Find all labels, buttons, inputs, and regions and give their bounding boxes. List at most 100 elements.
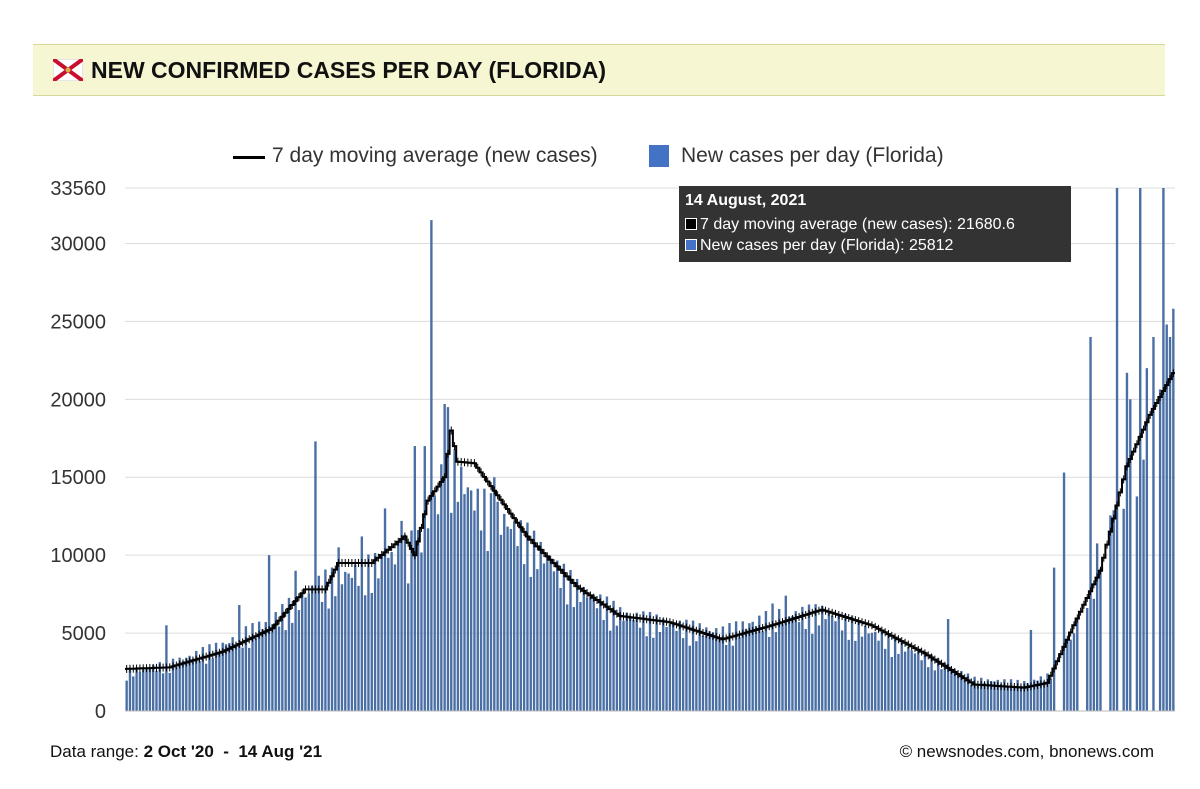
daily-case-bar <box>357 585 360 711</box>
daily-case-bar <box>668 624 672 711</box>
daily-case-bar <box>125 680 128 711</box>
daily-case-bar <box>423 446 426 711</box>
daily-case-bar <box>1086 607 1089 711</box>
daily-case-bar <box>758 615 761 711</box>
daily-case-bar <box>426 528 430 711</box>
daily-case-bar <box>360 536 364 711</box>
daily-case-bar <box>751 621 754 711</box>
daily-case-bar <box>887 633 890 711</box>
daily-case-bar <box>377 578 380 711</box>
daily-case-bar <box>1139 188 1142 711</box>
daily-case-bar <box>542 563 546 711</box>
daily-case-bar <box>257 621 261 711</box>
legend-average-line[interactable] <box>233 156 265 159</box>
daily-case-bar <box>761 631 764 711</box>
daily-case-bar <box>592 594 595 711</box>
legend: 7 day moving average (new cases) New cas… <box>0 142 1200 172</box>
daily-case-bar <box>151 664 155 711</box>
daily-case-bar <box>1003 679 1006 711</box>
daily-case-bar <box>685 619 688 711</box>
daily-case-bar <box>443 403 446 711</box>
daily-case-bar <box>317 575 320 711</box>
daily-case-bar <box>340 584 344 711</box>
daily-case-bar <box>708 631 711 711</box>
daily-case-bar <box>503 513 506 711</box>
daily-case-bar <box>493 477 496 711</box>
daily-case-bar <box>486 551 489 711</box>
tooltip-daily-row: New cases per day (Florida): 25812 <box>685 235 1065 256</box>
tooltip-average-row: 7 day moving average (new cases): 21680.… <box>685 214 1065 235</box>
daily-case-bar <box>671 623 675 711</box>
daily-case-bar <box>178 657 181 711</box>
daily-case-bar <box>407 583 410 711</box>
daily-case-bar <box>244 626 248 711</box>
daily-case-bar <box>678 620 682 711</box>
daily-case-bar <box>562 563 566 711</box>
daily-case-bar <box>734 621 738 711</box>
daily-case-bar <box>549 560 552 711</box>
daily-case-bar <box>940 669 943 711</box>
daily-case-bar <box>191 658 195 711</box>
daily-case-bar <box>390 552 393 711</box>
legend-average-label[interactable]: 7 day moving average (new cases) <box>272 144 598 167</box>
daily-case-bar <box>731 645 734 711</box>
daily-case-bar <box>907 646 910 711</box>
daily-case-bar <box>516 546 519 711</box>
daily-case-bar <box>433 495 436 711</box>
daily-case-bar <box>575 578 579 711</box>
daily-case-bar <box>986 679 990 711</box>
daily-case-bar <box>466 487 470 711</box>
daily-case-bar <box>784 595 787 711</box>
daily-case-bar <box>440 464 443 711</box>
daily-case-bar <box>966 673 970 711</box>
legend-daily-label[interactable]: New cases per day (Florida) <box>681 144 944 167</box>
daily-case-bar <box>231 637 234 711</box>
daily-case-bar <box>900 641 903 711</box>
daily-case-bar <box>837 613 840 711</box>
daily-case-bar <box>857 620 860 711</box>
daily-case-bar <box>1066 640 1069 711</box>
daily-case-bar <box>430 220 433 712</box>
daily-case-bar <box>450 512 453 711</box>
daily-case-bar <box>552 571 556 711</box>
daily-case-bar <box>1099 568 1102 711</box>
daily-case-bar <box>794 611 797 711</box>
daily-case-bar <box>1129 399 1132 711</box>
daily-case-bar <box>880 631 884 711</box>
daily-case-bar <box>807 604 811 711</box>
daily-case-bar <box>142 667 145 711</box>
daily-case-bar <box>363 595 367 711</box>
daily-case-bar <box>724 644 728 711</box>
daily-case-bar <box>622 620 625 711</box>
daily-case-bar <box>1009 679 1013 711</box>
daily-case-bar <box>655 614 658 711</box>
daily-case-bar <box>917 650 920 711</box>
y-tick-label: 30000 <box>50 233 106 255</box>
daily-case-bar <box>923 651 927 711</box>
legend-daily-swatch[interactable] <box>649 145 669 167</box>
daily-case-bar <box>181 661 185 711</box>
chart-tooltip: 14 August, 2021 7 day moving average (ne… <box>679 186 1071 262</box>
daily-case-bar <box>1112 510 1115 711</box>
daily-case-bar <box>506 526 509 711</box>
daily-case-bar <box>609 630 612 711</box>
daily-case-bar <box>387 557 390 711</box>
daily-case-bar <box>864 625 867 711</box>
daily-case-bar <box>572 607 576 711</box>
daily-case-bar <box>274 612 277 711</box>
daily-case-bar <box>950 668 953 711</box>
y-tick-label: 5000 <box>62 623 107 645</box>
daily-case-bar <box>1142 459 1145 711</box>
daily-case-bar <box>989 681 993 711</box>
daily-case-bar <box>688 645 691 711</box>
daily-case-bar <box>529 576 532 711</box>
daily-case-bar <box>526 522 529 711</box>
daily-case-bar <box>1019 686 1023 711</box>
daily-case-bar <box>691 620 695 711</box>
daily-case-bar <box>897 653 900 711</box>
daily-case-bar <box>612 600 615 711</box>
daily-case-bar <box>754 626 758 711</box>
daily-case-bar <box>522 564 526 711</box>
daily-case-bar <box>380 553 383 711</box>
